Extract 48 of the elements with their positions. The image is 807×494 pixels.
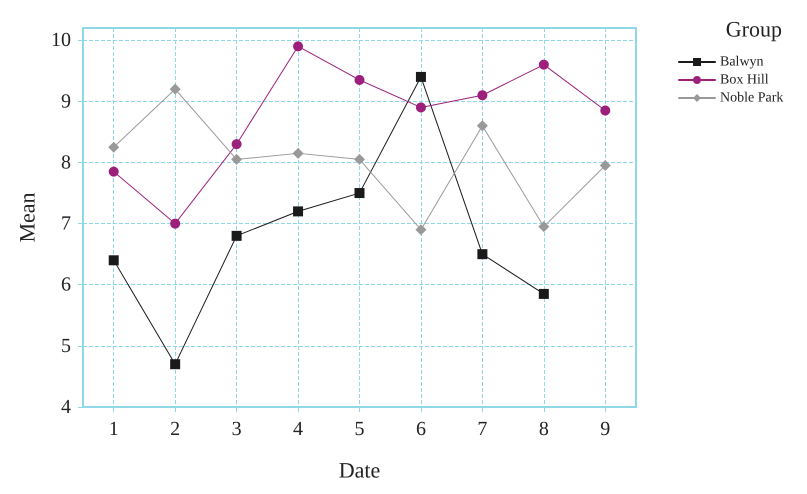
point [293,41,304,52]
x-tick-label: 2 [170,418,180,440]
x-tick-label: 8 [538,418,549,440]
point [108,255,119,266]
x-tick-label: 9 [600,418,610,440]
point [354,188,364,198]
point [108,142,120,153]
point [108,166,119,177]
y-tick-label: 6 [61,274,71,296]
y-tick-label: 9 [61,90,71,112]
point [170,84,181,95]
point [600,106,610,116]
x-tick-label: 3 [232,418,242,440]
x-tick-label: 6 [416,418,426,440]
point [354,74,364,85]
point [416,72,426,82]
point [292,148,304,159]
legend-label: Balwyn [720,54,764,70]
x-tick-label: 1 [108,418,119,440]
y-tick-label: 5 [61,334,71,357]
x-tick-label: 4 [293,418,304,440]
point [170,218,180,229]
y-tick-label: 4 [61,396,71,418]
point [293,206,304,216]
point [231,154,242,165]
x-axis-title: Date [338,458,380,482]
x-tick-label: 7 [477,418,488,440]
y-axis-title: Mean [14,192,40,243]
point [232,139,242,150]
legend-label: Box Hill [720,72,769,88]
point [170,359,180,370]
point [232,230,242,241]
x-tick-label: 5 [354,418,364,440]
point [476,120,488,132]
point [538,288,549,299]
point [354,154,365,165]
legend-label: Noble Park [720,90,784,106]
legend-title: Group [726,16,782,42]
point [538,60,549,70]
point [538,221,550,232]
point [416,102,426,112]
y-tick-label: 10 [51,29,71,52]
point [477,249,488,260]
point [477,90,488,100]
point [600,160,611,172]
y-tick-label: 7 [61,212,71,235]
point [415,224,426,236]
y-tick-label: 8 [61,151,71,174]
